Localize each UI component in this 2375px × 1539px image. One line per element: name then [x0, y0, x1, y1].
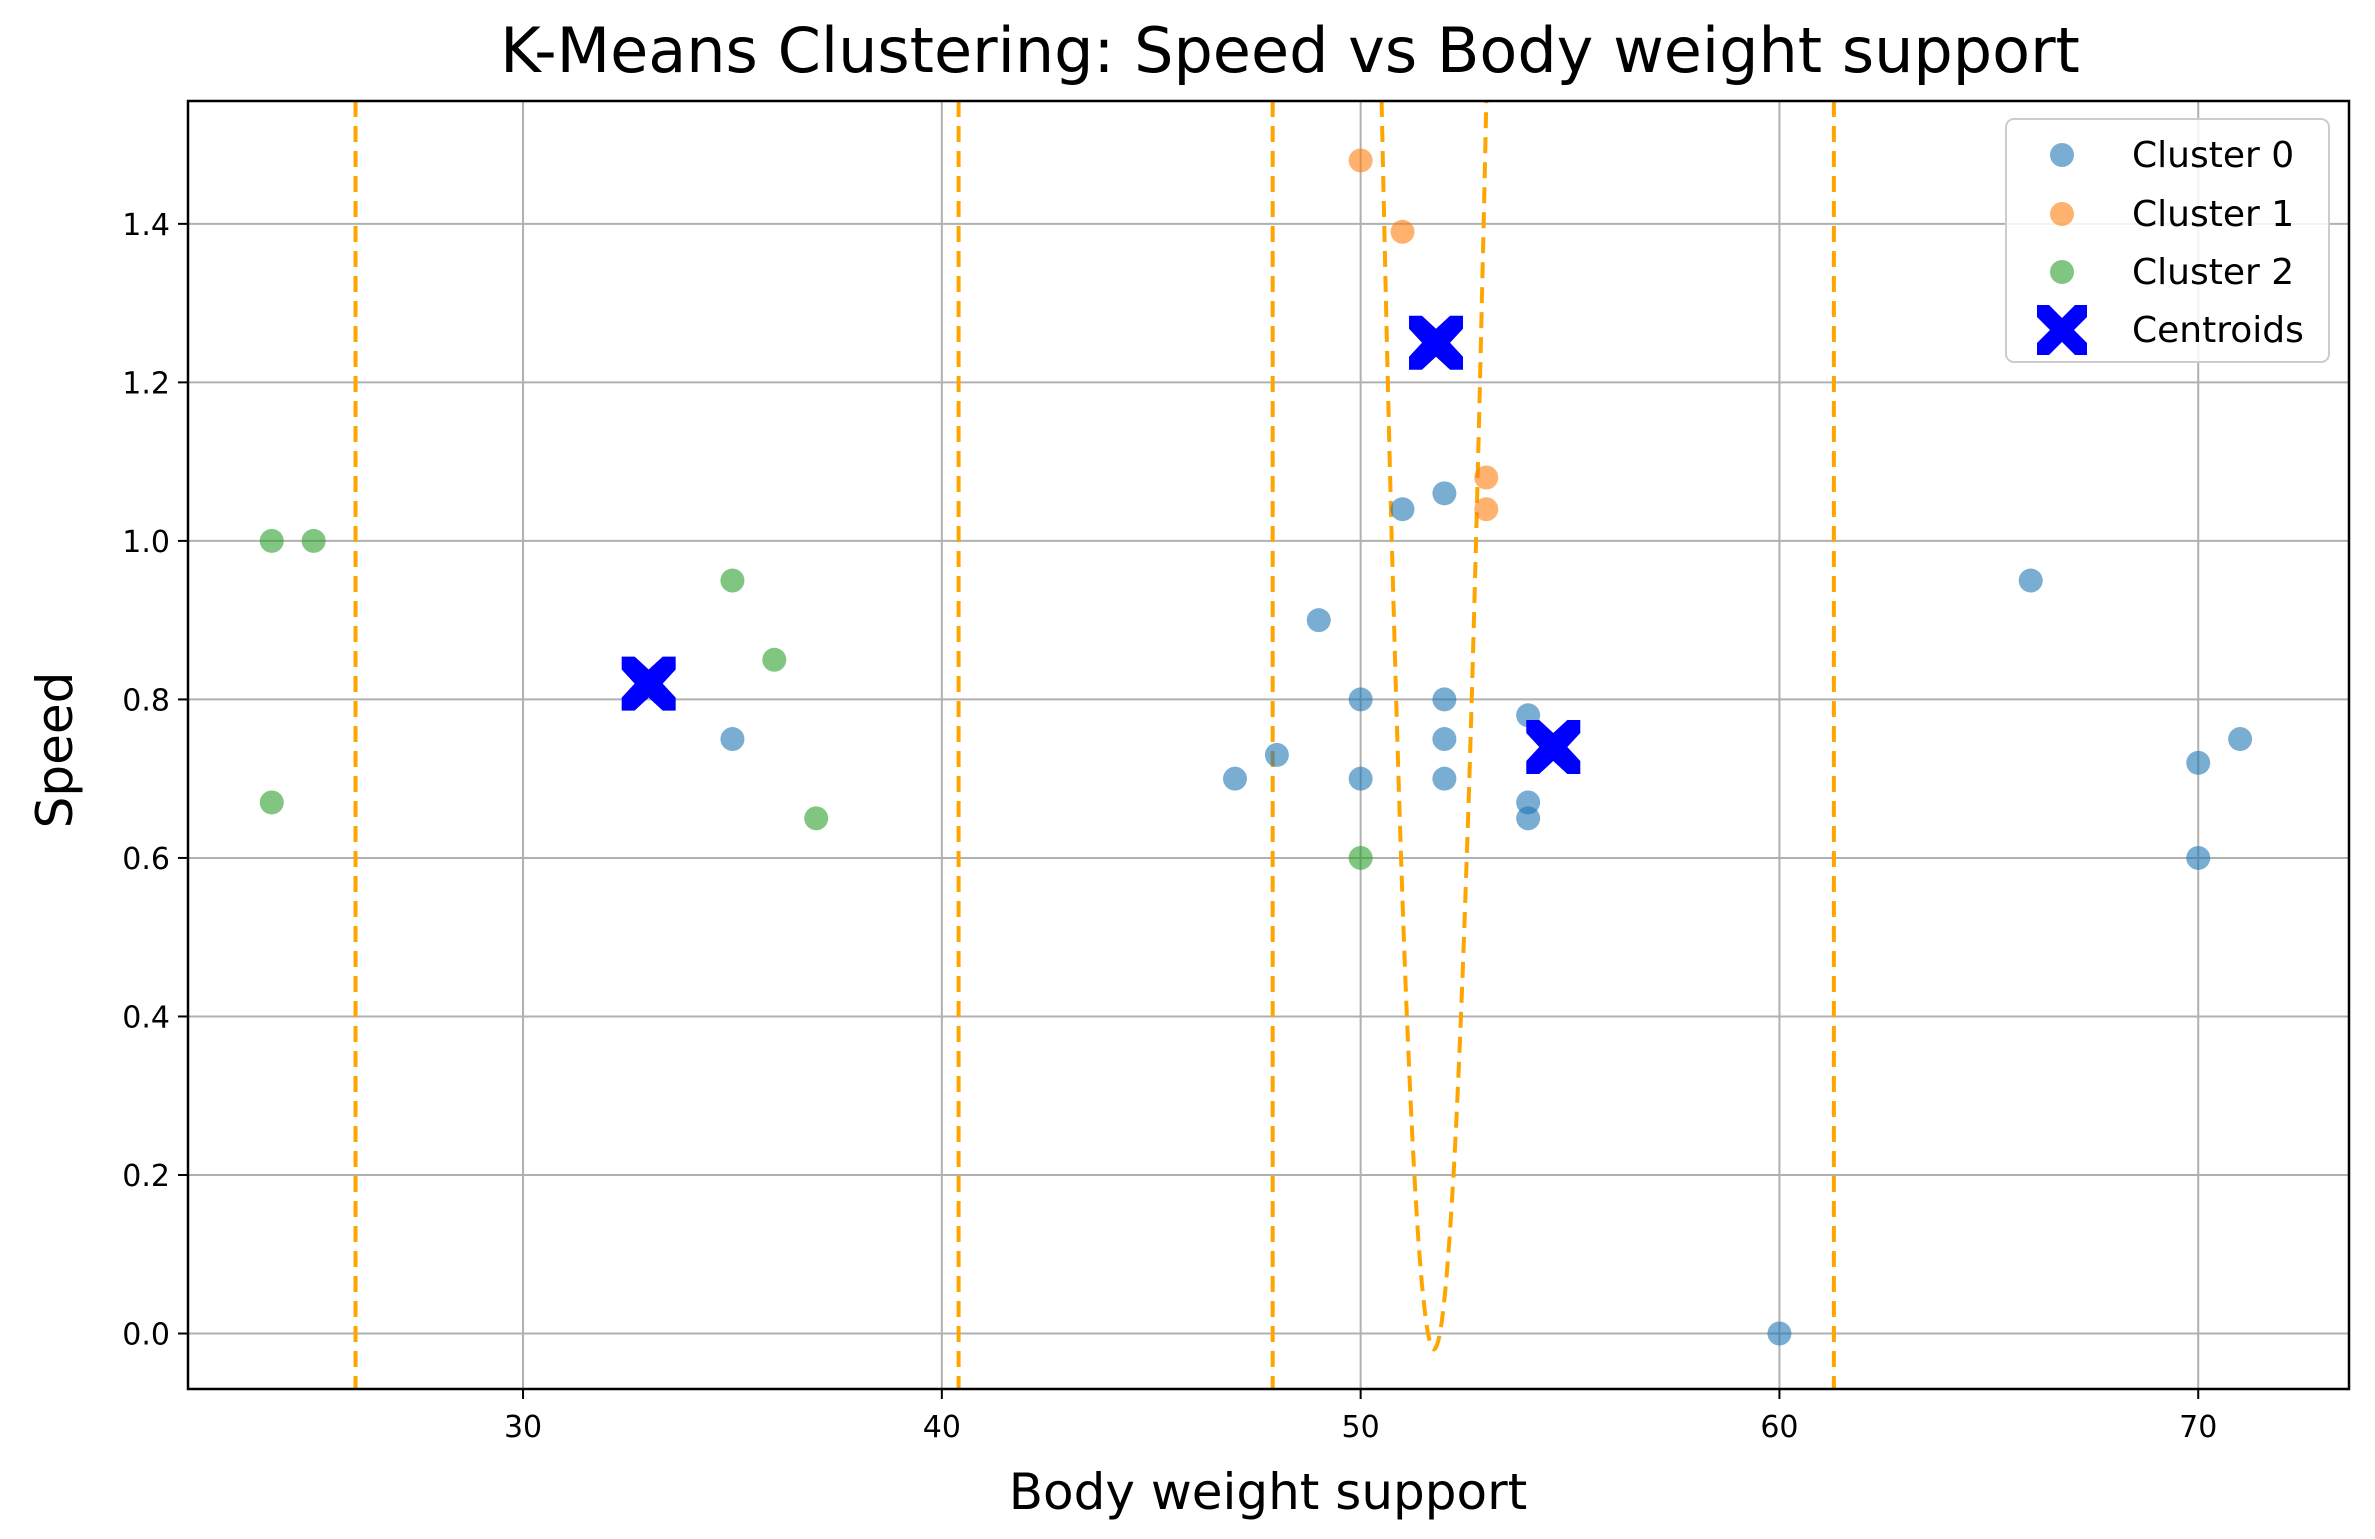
y-tick-label: 1.4 [122, 208, 170, 243]
cluster-0-point [1432, 766, 1457, 791]
legend-box [2005, 118, 2330, 363]
legend: Cluster 0 Cluster 1 Cluster 2 Centroids [2005, 118, 2330, 363]
centroid-markers [621, 315, 1581, 774]
cluster-2-point [301, 528, 326, 553]
legend-cluster-0-label: Cluster 0 [2132, 135, 2294, 176]
legend-centroid-marker [2037, 305, 2087, 355]
cluster-0-point [1390, 497, 1415, 522]
cluster-0-point [1516, 806, 1541, 831]
cluster-0-point [1348, 687, 1373, 712]
y-tick-label: 1.2 [122, 366, 170, 401]
cluster-2-point [259, 528, 284, 553]
cluster-0-point [1306, 608, 1331, 633]
cluster-2-point [762, 647, 787, 672]
cluster-0-point [1348, 766, 1373, 791]
plot-frame [186, 99, 2351, 1391]
legend-cluster-1-label: Cluster 1 [2132, 194, 2294, 235]
cluster-0-point [1767, 1321, 1792, 1346]
y-tick-label: 0.0 [122, 1318, 170, 1353]
grid-lines [188, 101, 2349, 1389]
cluster-1-point [1348, 148, 1373, 173]
x-tick-label: 70 [2179, 1410, 2217, 1445]
cluster-2-point [720, 568, 745, 593]
cluster-0-point [1264, 742, 1289, 767]
cluster-2-point [1348, 845, 1373, 870]
centroid-marker [1409, 315, 1464, 370]
cluster-2-point [259, 790, 284, 815]
cluster-0-point [2228, 727, 2253, 752]
centroid-marker [621, 656, 676, 711]
legend-cluster-1-marker [2050, 202, 2074, 226]
x-tick-label: 30 [504, 1410, 542, 1445]
cluster-0-point [1432, 481, 1457, 506]
y-tick-label: 0.2 [122, 1159, 170, 1194]
cluster-0-point [2018, 568, 2043, 593]
legend-centroids-label: Centroids [2132, 310, 2304, 351]
legend-cluster-0-marker [2050, 143, 2074, 167]
x-axis-ticks: 30 40 50 60 70 [504, 1389, 2217, 1445]
x-tick-label: 50 [1342, 1410, 1380, 1445]
y-tick-label: 0.6 [122, 842, 170, 877]
legend-cluster-2-marker [2050, 260, 2074, 284]
cluster-1-point [1474, 497, 1499, 522]
cluster-0-point [720, 727, 745, 752]
chart-title: K-Means Clustering: Speed vs Body weight… [500, 14, 2080, 87]
centroid-marker [1526, 719, 1581, 774]
cluster-0-point [2186, 750, 2211, 775]
y-tick-label: 0.4 [122, 1000, 170, 1035]
cluster-0-point [1432, 687, 1457, 712]
cluster-0-point [1222, 766, 1247, 791]
x-tick-label: 60 [1760, 1410, 1798, 1445]
x-tick-label: 40 [923, 1410, 961, 1445]
cluster-0-point [1432, 727, 1457, 752]
legend-cluster-2-label: Cluster 2 [2132, 252, 2294, 293]
cluster-1-point [1474, 465, 1499, 490]
decision-boundaries [353, 100, 1836, 1389]
boundary-curve [1379, 100, 1489, 1352]
x-axis-title: Body weight support [1009, 1463, 1528, 1521]
y-tick-label: 0.8 [122, 683, 170, 718]
cluster-1-point [1390, 219, 1415, 244]
y-axis-title: Speed [26, 672, 84, 829]
cluster-0-point [2186, 845, 2211, 870]
y-axis-ticks: 0.0 0.2 0.4 0.6 0.8 1.0 1.2 1.4 [122, 208, 188, 1353]
cluster-2-point [804, 806, 829, 831]
y-tick-label: 1.0 [122, 525, 170, 560]
